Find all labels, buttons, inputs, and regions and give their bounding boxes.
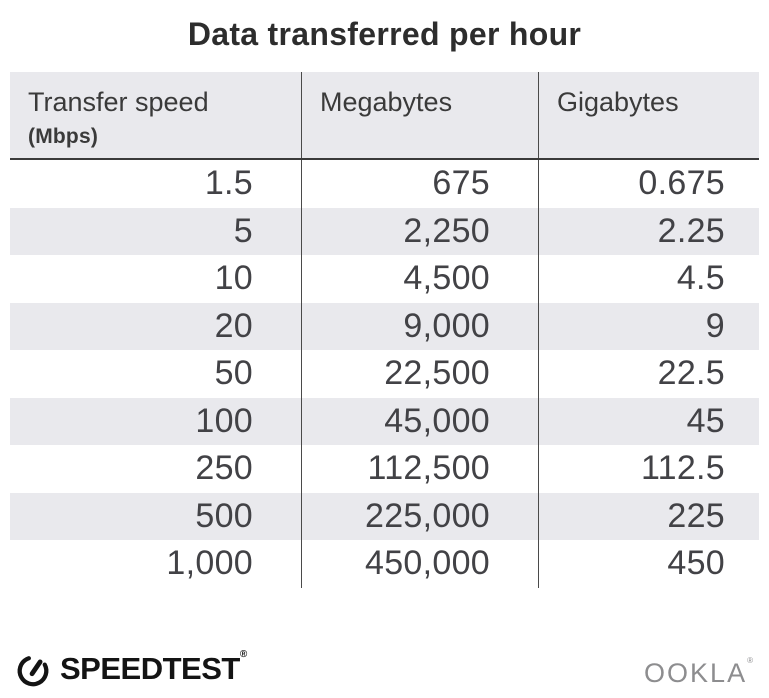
table-cell: 500 bbox=[10, 492, 302, 540]
speedtest-logo: SPEEDTEST® bbox=[14, 649, 247, 688]
table-cell: 5 bbox=[10, 207, 302, 255]
table-cell: 250 bbox=[10, 445, 302, 493]
table-cell: 225 bbox=[667, 496, 725, 535]
table-row: 50 22,500 22.5 bbox=[10, 350, 759, 398]
table-cell: 2.25 bbox=[657, 211, 725, 250]
table-cell: 4,500 bbox=[302, 255, 539, 303]
table-cell: 1.5 bbox=[10, 160, 302, 208]
table-cell: 112,500 bbox=[302, 445, 539, 493]
table-row: 500 225,000 225 bbox=[10, 492, 759, 540]
column-header-megabytes: Megabytes bbox=[302, 72, 539, 158]
column-header-unit: (Mbps) bbox=[28, 124, 99, 148]
column-header-transfer-speed: Transfer speed (Mbps) bbox=[10, 72, 302, 158]
table-cell: 100 bbox=[10, 397, 302, 445]
table-cell: 9 bbox=[705, 306, 725, 345]
table-body: 1.5 675 0.675 5 2,250 2.25 10 4,500 4.5 20 9,000 9 5… bbox=[10, 160, 759, 588]
table-cell: 9,000 bbox=[302, 302, 539, 350]
speedtest-wordmark: SPEEDTEST® bbox=[60, 649, 247, 686]
table-cell: 50 bbox=[10, 350, 302, 398]
table-row: 10 4,500 4.5 bbox=[10, 255, 759, 303]
table-cell: 0.675 bbox=[638, 164, 725, 203]
table-row: 1.5 675 0.675 bbox=[10, 160, 759, 208]
table-cell: 675 bbox=[302, 160, 539, 208]
registered-trademark-icon: ® bbox=[747, 656, 755, 665]
data-table: Transfer speed (Mbps) Megabytes Gigabyte… bbox=[10, 72, 759, 588]
table-row: 5 2,250 2.25 bbox=[10, 207, 759, 255]
table-cell: 22,500 bbox=[302, 350, 539, 398]
table-row: 20 9,000 9 bbox=[10, 302, 759, 350]
column-header-label: Gigabytes bbox=[557, 87, 679, 117]
table-cell: 45,000 bbox=[302, 397, 539, 445]
footer: SPEEDTEST® OOKLA® bbox=[0, 648, 769, 698]
ookla-logo: OOKLA® bbox=[644, 656, 755, 689]
table-cell: 22.5 bbox=[657, 354, 725, 393]
table-cell: 2,250 bbox=[302, 207, 539, 255]
table-cell: 20 bbox=[10, 302, 302, 350]
speedtest-gauge-icon bbox=[17, 655, 49, 687]
table-cell: 225,000 bbox=[302, 492, 539, 540]
table-row: 100 45,000 45 bbox=[10, 397, 759, 445]
column-header-gigabytes: Gigabytes bbox=[539, 72, 759, 158]
ookla-wordmark: OOKLA bbox=[644, 658, 748, 688]
table-cell: 4.5 bbox=[676, 259, 725, 298]
table-cell: 45 bbox=[686, 401, 725, 440]
table-cell: 112.5 bbox=[640, 449, 725, 488]
table-cell: 450,000 bbox=[302, 540, 539, 588]
column-header-label: Megabytes bbox=[320, 87, 453, 117]
table-header-row: Transfer speed (Mbps) Megabytes Gigabyte… bbox=[10, 72, 759, 160]
page-title: Data transferred per hour bbox=[187, 16, 582, 52]
table-cell: 450 bbox=[667, 544, 725, 583]
registered-trademark-icon: ® bbox=[239, 649, 247, 660]
table-cell: 1,000 bbox=[10, 540, 302, 588]
table-cell: 10 bbox=[10, 255, 302, 303]
table-row: 250 112,500 112.5 bbox=[10, 445, 759, 493]
column-header-label: Transfer speed bbox=[28, 87, 209, 117]
table-row: 1,000 450,000 450 bbox=[10, 540, 759, 588]
